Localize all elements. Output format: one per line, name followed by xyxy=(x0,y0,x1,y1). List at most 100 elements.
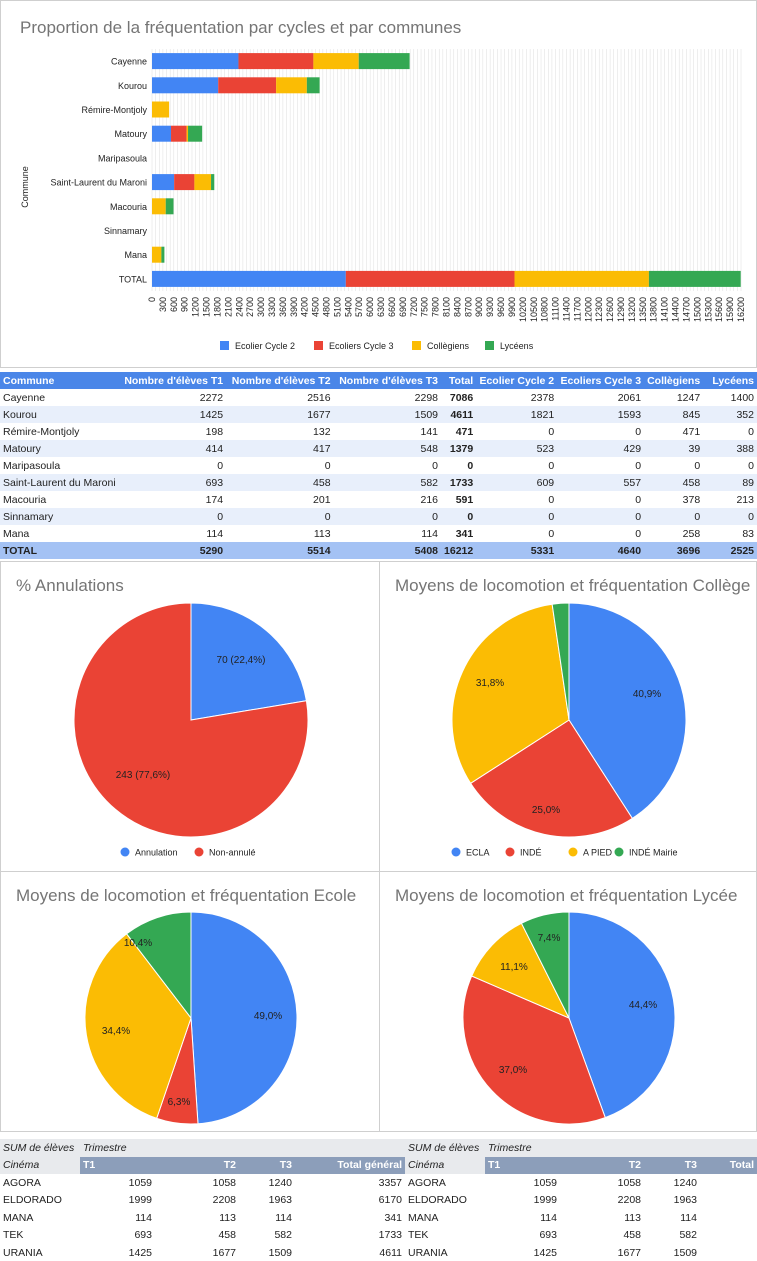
pie-lycee-title: Moyens de locomotion et fréquentation Ly… xyxy=(395,886,738,905)
pie-slice-label: 243 (77,6%) xyxy=(116,770,170,781)
pivot-value-cell: 1677 xyxy=(212,1246,236,1259)
cinema-cell: TEK xyxy=(3,1229,24,1242)
pivot-value-cell: 2208 xyxy=(212,1194,236,1207)
pie-lycee-panel: Moyens de locomotion et fréquentation Ly… xyxy=(379,871,757,1132)
pivot-value-cell: 693 xyxy=(539,1229,557,1242)
value-cell: 0 xyxy=(694,459,701,472)
category-label: Cayenne xyxy=(111,57,147,67)
pivot-group-label: Trimestre xyxy=(80,1139,405,1157)
value-cell: 352 xyxy=(703,406,757,423)
bar-segment xyxy=(306,77,320,94)
category-label: Sinnamary xyxy=(104,226,148,236)
pie-slice xyxy=(462,975,606,1125)
x-tick-label: 14100 xyxy=(660,297,670,322)
bar-segment xyxy=(345,270,515,287)
value-cell: 388 xyxy=(703,440,757,457)
pie-slice xyxy=(84,933,192,1119)
pie-college: 40,9% 25,0% 31,8% ECLA INDÉ A PIED INDÉ Mairie xyxy=(451,602,687,858)
x-tick-label: 5400 xyxy=(343,297,353,317)
pie-slice xyxy=(568,911,676,1119)
legend-swatch xyxy=(220,341,229,350)
pivot-value-cell: 1677 xyxy=(617,1246,641,1259)
pivot-value-cell: 1733 xyxy=(378,1229,402,1242)
total-label: TOTAL xyxy=(0,542,119,559)
table-row: Rémire-Montjoly 198 132 141 471 0 0 471 0 xyxy=(0,423,757,440)
commune-cell: Cayenne xyxy=(3,391,46,404)
pivot-value-cell: 1999 xyxy=(533,1194,557,1207)
table-row: Kourou 1425 1677 1509 4611 1821 1593 845 352 xyxy=(0,406,757,423)
x-tick-label: 13500 xyxy=(638,297,648,322)
value-cell: 414 xyxy=(118,440,227,457)
x-tick-label: 15300 xyxy=(703,297,713,322)
pivot-value-cell: 693 xyxy=(134,1229,152,1242)
value-cell: 0 xyxy=(557,508,645,525)
x-tick-label: 4500 xyxy=(311,297,321,317)
pivot-header-row: SUM de élèves Trimestre xyxy=(0,1139,405,1157)
value-cell: 845 xyxy=(644,406,704,423)
legend-swatch xyxy=(314,341,323,350)
x-tick-label: 9300 xyxy=(485,297,495,317)
value-cell: 0 xyxy=(644,508,704,525)
x-tick-label: 9000 xyxy=(474,297,484,317)
value-cell: 693 xyxy=(118,474,227,491)
category-label: Kourou xyxy=(118,81,147,91)
pivot-value-cell: 458 xyxy=(623,1229,641,1242)
pivot-row-label: Cinéma xyxy=(0,1156,80,1174)
x-tick-label: 8700 xyxy=(463,297,473,317)
x-tick-label: 10500 xyxy=(529,297,539,322)
value-cell: 429 xyxy=(557,440,645,457)
pie-slice xyxy=(451,603,570,785)
pivot-value-cell: 114 xyxy=(680,1211,697,1224)
x-tick-label: 8400 xyxy=(452,297,462,317)
x-tick-label: 11100 xyxy=(551,297,561,321)
legend-swatch xyxy=(412,341,421,350)
commune-cell: Saint-Laurent du Maroni xyxy=(0,474,119,491)
x-tick-label: 11700 xyxy=(572,297,582,321)
value-cell: 0 xyxy=(748,425,754,438)
pie-college-title: Moyens de locomotion et fréquentation Co… xyxy=(395,576,751,595)
pivot-value-cell: 1425 xyxy=(128,1246,152,1259)
commune-cell: Matoury xyxy=(0,440,119,457)
bar-segment xyxy=(211,174,215,191)
x-tick-label: 2400 xyxy=(234,297,244,317)
value-cell: 0 xyxy=(217,459,224,472)
column-header: Nombre d'élèves T2 xyxy=(226,372,334,389)
pivot-row-label: Cinéma xyxy=(405,1156,485,1174)
pie-slice-label: 70 (22,4%) xyxy=(217,655,266,666)
x-tick-label: 9600 xyxy=(496,297,506,317)
pivot-column-row: Cinéma T1 T2 T3 Total xyxy=(405,1156,757,1174)
value-cell: 2298 xyxy=(414,391,439,404)
pivot-column-header: T2 xyxy=(560,1156,644,1174)
commune-cell: Mana xyxy=(3,527,30,540)
pie-slice xyxy=(520,911,570,1019)
pie-ecole-title: Moyens de locomotion et fréquentation Ec… xyxy=(16,886,357,905)
pivot-row: TEK 693 458 582 1733 xyxy=(0,1227,405,1245)
x-tick-label: 15600 xyxy=(714,297,724,322)
value-cell: 89 xyxy=(703,474,757,491)
value-cell: 201 xyxy=(313,493,331,506)
pie-slice xyxy=(551,602,570,721)
pivot-value-cell: 582 xyxy=(274,1229,292,1242)
legend-swatch xyxy=(485,341,494,350)
value-cell: 0 xyxy=(324,459,331,472)
value-cell: 1593 xyxy=(557,406,645,423)
legend-label: ECLA xyxy=(466,848,490,858)
x-tick-label: 4800 xyxy=(322,297,332,317)
x-tick-label: 5100 xyxy=(332,297,342,317)
pivot-value-cell: 4611 xyxy=(379,1246,402,1259)
value-cell: 83 xyxy=(742,527,754,540)
bar-segment xyxy=(358,53,410,70)
legend-swatch xyxy=(120,847,130,857)
pie-slice-label: 7,4% xyxy=(538,933,561,944)
value-cell: 0 xyxy=(703,508,757,525)
x-tick-label: 0 xyxy=(147,297,157,302)
pie-slice xyxy=(190,911,298,1125)
cinema-cell: URANIA xyxy=(408,1246,448,1259)
x-tick-label: 900 xyxy=(180,297,190,312)
commune-table: Commune Nombre d'élèves T1 Nombre d'élèves… xyxy=(0,372,757,559)
legend-label: INDÉ Mairie xyxy=(629,848,678,858)
total-cell: 5331 xyxy=(476,542,558,559)
pivot-column-header: Total général xyxy=(295,1156,405,1174)
commune-cell: Macouria xyxy=(3,493,47,506)
table-row: Sinnamary 0 0 0 0 0 0 0 0 xyxy=(0,508,757,525)
